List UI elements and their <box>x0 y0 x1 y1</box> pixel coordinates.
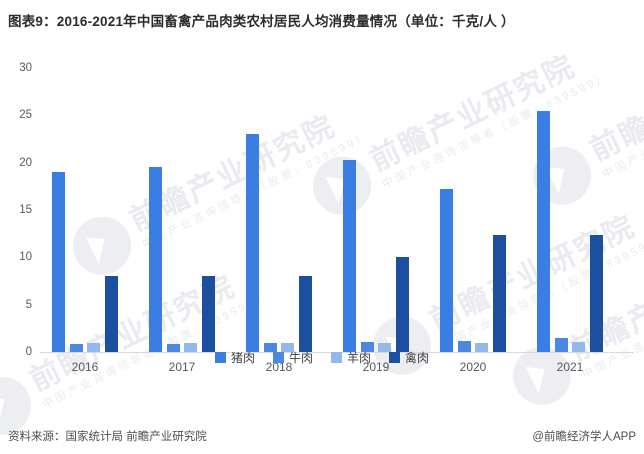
bar-poultry-2018 <box>299 276 312 352</box>
bar-poultry-2020 <box>493 234 506 352</box>
legend-item-beef: 牛肉 <box>272 349 313 366</box>
x-axis-label-2018: 2018 <box>265 360 293 374</box>
bar-group-2016 <box>52 68 118 352</box>
legend-label-pork: 猪肉 <box>230 351 255 365</box>
legend-swatch-pork <box>214 352 226 363</box>
bar-poultry-2019 <box>396 257 409 352</box>
legend-label-poultry: 禽肉 <box>405 351 430 365</box>
bar-group-2019 <box>343 68 409 352</box>
bar-beef-2018 <box>264 342 277 352</box>
source-note: 资料来源：国家统计局 前瞻产业研究院 <box>8 431 207 443</box>
y-axis-tick: 0 <box>25 346 32 358</box>
legend-item-mutton: 羊肉 <box>331 349 371 366</box>
bar-poultry-2017 <box>202 276 215 352</box>
credit-note: @前瞻经济学人APP <box>532 431 636 443</box>
bar-mutton-2020 <box>475 343 488 352</box>
bar-beef-2020 <box>458 340 471 352</box>
chart-title: 图表9：2016-2021年中国畜禽产品肉类农村居民人均消费量情况（单位：千克/… <box>8 14 515 29</box>
bar-mutton-2018 <box>281 343 294 352</box>
bar-mutton-2017 <box>184 343 197 352</box>
y-axis-tick: 25 <box>19 109 32 122</box>
bar-beef-2017 <box>167 344 180 352</box>
legend-item-pork: 猪肉 <box>214 349 255 366</box>
bar-pork-2020 <box>440 189 453 352</box>
bar-group-2021 <box>537 68 603 352</box>
bar-beef-2016 <box>70 344 83 352</box>
bar-mutton-2016 <box>87 342 100 352</box>
y-axis-tick: 5 <box>25 298 32 311</box>
bar-group-2020 <box>440 68 506 352</box>
y-axis-tick: 30 <box>19 62 32 74</box>
legend-swatch-mutton <box>331 352 342 363</box>
bar-mutton-2021 <box>572 341 585 352</box>
x-axis-label-2019: 2019 <box>362 360 390 374</box>
bar-pork-2016 <box>52 172 65 352</box>
bar-pork-2018 <box>246 134 259 352</box>
bar-beef-2019 <box>361 341 374 352</box>
legend: 猪肉 牛肉 羊肉 禽肉 <box>0 349 644 366</box>
bar-chart: 0 5 10 15 20 25 30 2016 2017 2018 2019 2020 2021 <box>0 42 644 382</box>
bar-pork-2021 <box>537 110 550 352</box>
legend-swatch-poultry <box>389 352 401 363</box>
bar-pork-2019 <box>343 159 356 352</box>
bar-poultry-2016 <box>105 276 118 352</box>
y-axis-tick: 15 <box>19 204 32 216</box>
x-axis-label-2020: 2020 <box>459 360 487 374</box>
legend-item-poultry: 禽肉 <box>389 349 429 366</box>
legend-swatch-beef <box>272 352 284 363</box>
bar-beef-2021 <box>555 337 568 352</box>
bar-pork-2017 <box>149 167 162 352</box>
plot-area <box>40 68 634 353</box>
y-axis-tick: 10 <box>19 251 32 264</box>
bar-group-2017 <box>149 68 215 352</box>
bar-poultry-2021 <box>590 234 603 352</box>
x-axis-label-2017: 2017 <box>168 360 196 374</box>
bar-mutton-2019 <box>378 342 391 352</box>
footer: 资料来源：国家统计局 前瞻产业研究院 @前瞻经济学人APP <box>0 428 644 444</box>
y-axis-tick: 20 <box>19 156 32 169</box>
x-axis-label-2021: 2021 <box>556 360 584 374</box>
legend-label-beef: 牛肉 <box>288 351 313 365</box>
bar-group-2018 <box>246 68 312 352</box>
x-axis-label-2016: 2016 <box>71 360 99 374</box>
legend-label-mutton: 羊肉 <box>347 351 372 365</box>
